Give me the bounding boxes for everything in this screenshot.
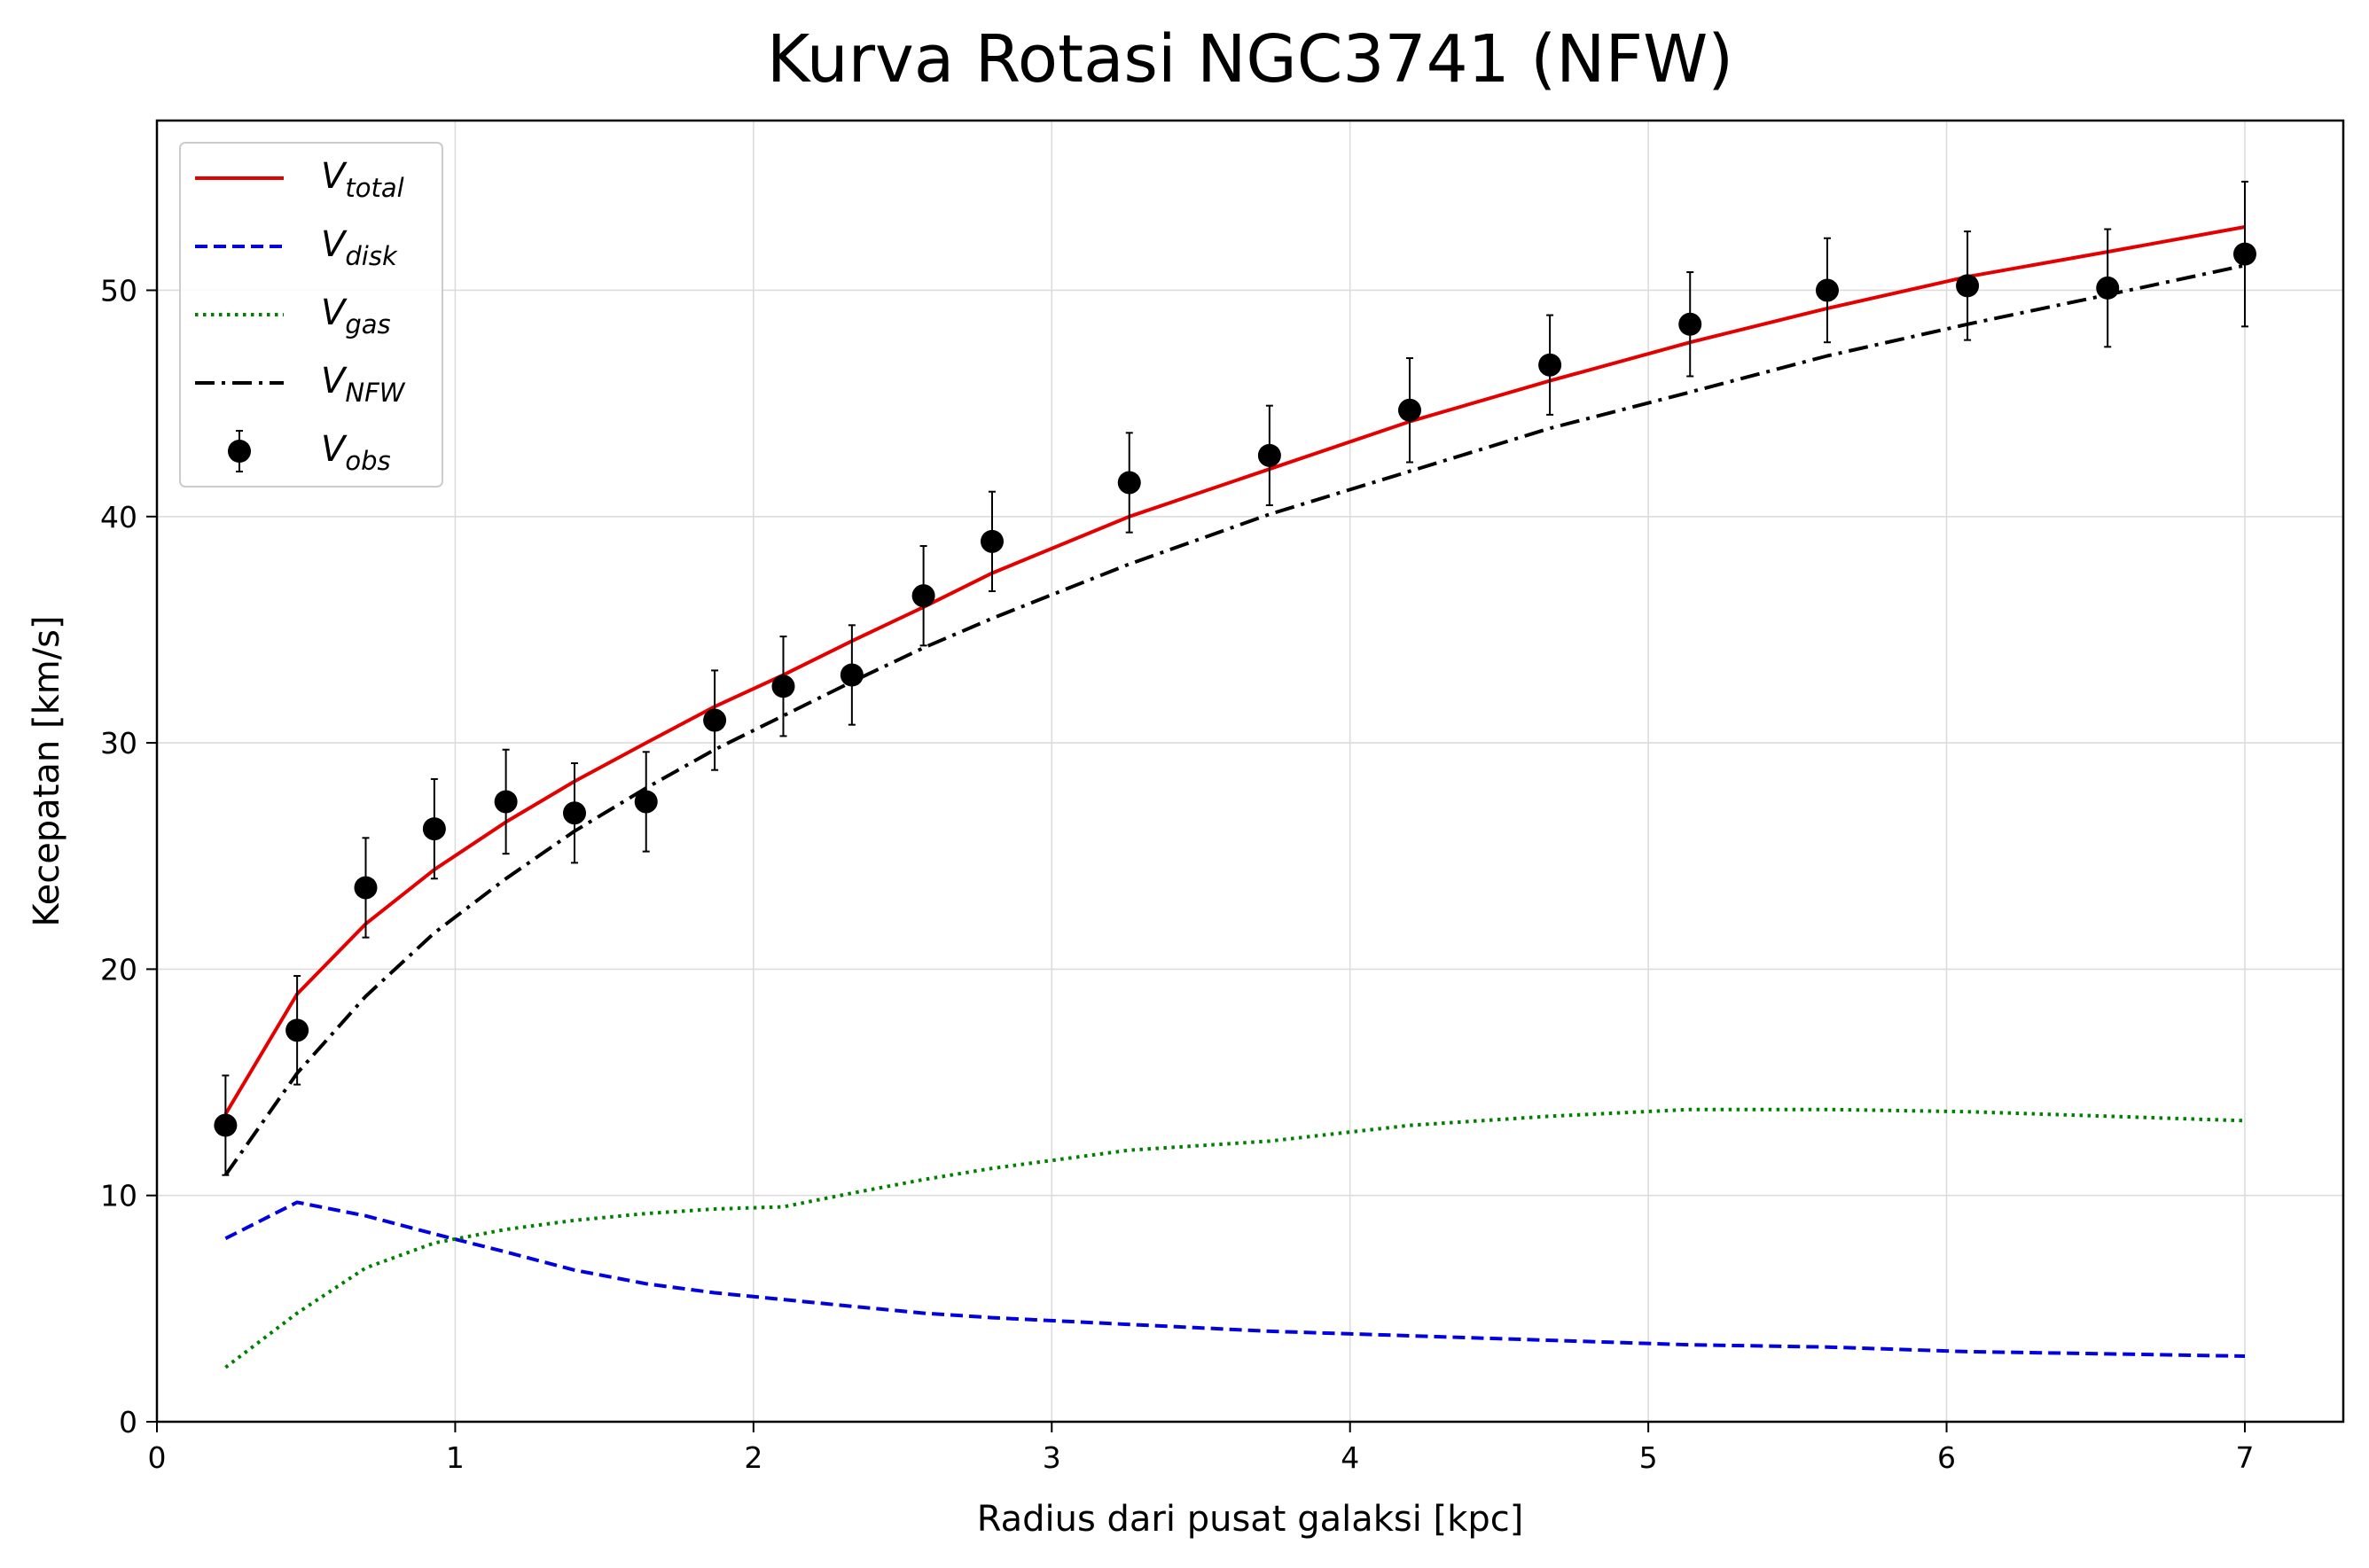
series-layer (223, 225, 2246, 1369)
y-tick-label: 0 (119, 1405, 137, 1439)
x-tick-label: 1 (446, 1440, 465, 1475)
y-tick-label: 40 (100, 500, 137, 534)
observed-point (562, 801, 586, 825)
x-axis-label: Radius dari pusat galaksi [kpc] (977, 1499, 1524, 1540)
legend-label-main: V (321, 224, 348, 265)
observed-point (1678, 312, 1702, 336)
legend-label-main: V (321, 429, 348, 470)
x-tick-label: 0 (148, 1440, 167, 1475)
observed-point (422, 817, 446, 841)
axis-ticks: 0 1 2 3 4 5 6 7 0 10 20 30 40 50 (100, 273, 2254, 1475)
legend-label-main: V (321, 361, 348, 402)
observed-point (1397, 398, 1421, 422)
x-tick-label: 6 (1937, 1440, 1956, 1475)
legend-label-nfw: VNFW (321, 361, 406, 408)
legend-label-main: V (321, 293, 348, 333)
x-tick-label: 4 (1341, 1440, 1359, 1475)
legend-label-subscript: total (345, 173, 403, 203)
legend-label-disk: Vdisk (321, 224, 398, 271)
y-tick-label: 20 (100, 952, 137, 987)
observed-point (840, 663, 864, 687)
x-tick-label: 3 (1043, 1440, 1061, 1475)
observed-point (911, 584, 935, 608)
observed-point (703, 708, 727, 732)
legend-box (179, 142, 443, 488)
observed-point (1815, 278, 1839, 302)
legend-label-subscript: obs (345, 446, 390, 476)
series-line-nfw (223, 263, 2246, 1176)
observed-point (2232, 242, 2256, 266)
observed-point (2096, 276, 2120, 300)
observed-point (1538, 353, 1562, 377)
observed-point (285, 1018, 309, 1042)
legend-swatch-obs (228, 440, 251, 463)
x-tick-label: 2 (744, 1440, 762, 1475)
series-line-disk (224, 1200, 2246, 1358)
chart-title: Kurva Rotasi NGC3741 (NFW) (767, 21, 1733, 98)
legend-label-total: Vtotal (321, 156, 404, 203)
observed-point (1257, 443, 1281, 467)
observed-point (980, 529, 1004, 553)
y-tick-label: 50 (100, 273, 137, 308)
legend-label-gas: Vgas (321, 293, 391, 339)
legend-label-obs: Vobs (321, 429, 391, 476)
observed-point (771, 675, 795, 698)
series-line-total (223, 225, 2246, 1115)
observed-data-layer (214, 180, 2256, 1176)
observed-point (494, 790, 518, 814)
x-tick-label: 7 (2235, 1440, 2254, 1475)
x-tick-label: 5 (1639, 1440, 1658, 1475)
legend-label-main: V (321, 156, 348, 197)
observed-point (214, 1113, 238, 1137)
observed-point (1117, 471, 1141, 495)
plot-frame (155, 119, 2345, 1424)
grid-lines (156, 121, 2343, 1423)
observed-point (1956, 274, 1980, 298)
y-tick-label: 30 (100, 726, 137, 761)
legend-label-subscript: gas (345, 309, 390, 339)
legend-label-subscript: NFW (345, 378, 405, 408)
y-axis-label: Kecepatan [km/s] (27, 615, 67, 926)
observed-point (634, 790, 658, 814)
observed-point (354, 876, 378, 900)
legend-label-subscript: disk (345, 241, 398, 271)
y-tick-label: 10 (100, 1179, 137, 1213)
